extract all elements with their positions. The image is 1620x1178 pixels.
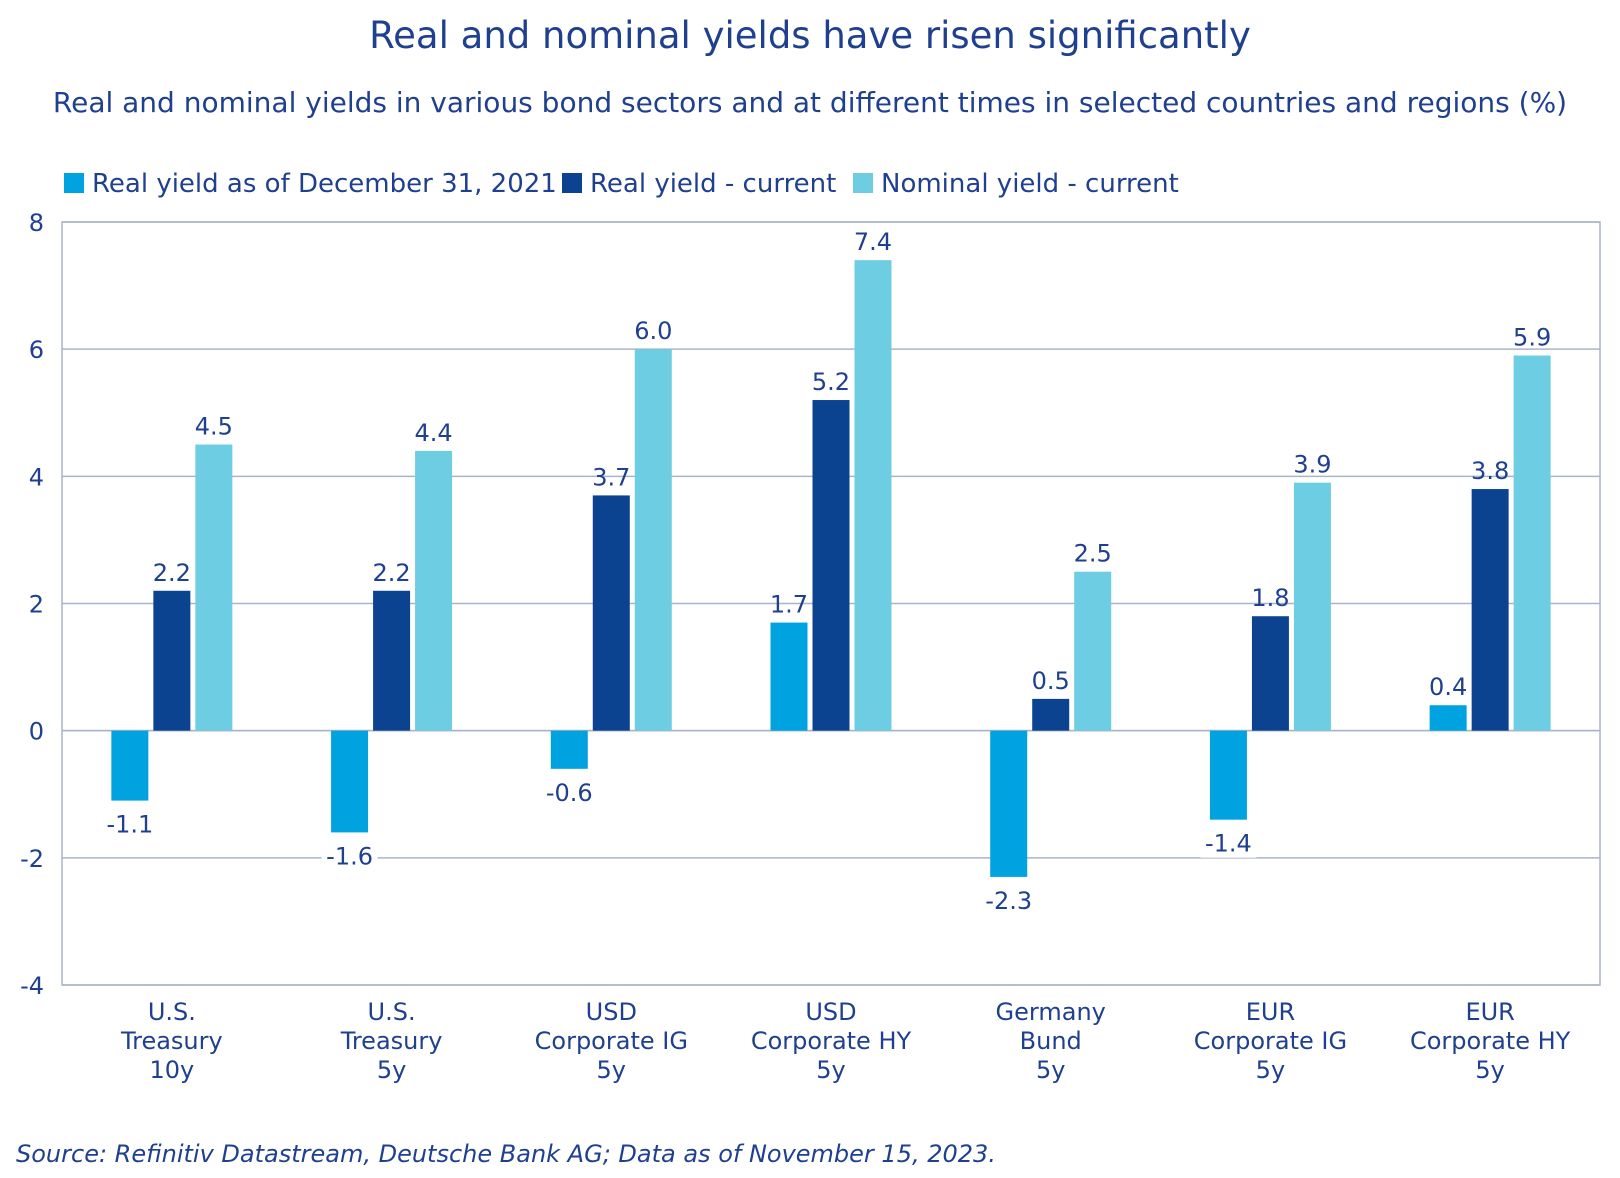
data-label: 0.4 (1429, 673, 1467, 701)
data-label: -1.1 (106, 811, 153, 839)
data-label: -1.6 (326, 842, 373, 870)
bar-chart: Real yield as of December 31, 2021 Real y… (20, 169, 1601, 1084)
chart-subtitle: Real and nominal yields in various bond … (52, 86, 1568, 119)
bar (1074, 571, 1112, 731)
y-tick-label: -4 (20, 972, 44, 1000)
data-label: 5.2 (812, 368, 850, 396)
bar (195, 444, 233, 731)
data-label: 6.0 (634, 317, 672, 345)
y-axis: 8 6 4 2 0 -2 -4 (20, 209, 44, 1000)
x-axis: U.S. Treasury 10y U.S. Treasury 5y USD Corporat… (120, 998, 1571, 1084)
legend-label: Real yield as of December 31, 2021 (92, 169, 557, 199)
chart-title: Real and nominal yields have risen signi… (369, 14, 1251, 57)
legend-label: Nominal yield - current (881, 169, 1179, 199)
legend-swatch (562, 173, 582, 193)
bar (634, 349, 672, 731)
data-label: 2.2 (153, 559, 191, 587)
bar (770, 622, 808, 731)
data-label: 7.4 (854, 228, 892, 256)
plot-area-frame (61, 221, 1601, 986)
data-label: 4.4 (414, 419, 452, 447)
bar (1293, 482, 1331, 731)
source-note: Source: Refinitiv Datastream, Deutsche B… (16, 1140, 996, 1168)
data-label: 0.5 (1032, 667, 1070, 695)
y-tick-label: 0 (29, 718, 44, 746)
x-tick-label: EUR Corporate IG 5y (1194, 998, 1347, 1084)
data-label: 3.9 (1293, 451, 1331, 479)
bar (331, 730, 369, 833)
bar (373, 590, 411, 731)
y-tick-label: 8 (29, 209, 44, 237)
y-tick-label: 6 (29, 336, 44, 364)
data-label-bg (980, 884, 1037, 915)
data-label: 1.7 (770, 591, 808, 619)
data-label: 4.5 (195, 413, 233, 441)
data-label: 3.7 (592, 463, 630, 491)
legend: Real yield as of December 31, 2021 Real y… (64, 169, 1179, 199)
bar (111, 730, 149, 801)
data-label: -2.3 (985, 887, 1032, 915)
data-label-bg (1200, 827, 1257, 858)
bar (990, 730, 1028, 877)
data-label: 3.8 (1471, 457, 1509, 485)
data-labels: -1.1 2.2 4.5 -1.6 2.2 4.4 -0.6 3.7 6.0 1.7 5.2 7.4 -… (101, 228, 1551, 915)
legend-swatch (64, 173, 84, 193)
legend-swatch (853, 173, 873, 193)
bar (153, 590, 191, 731)
y-tick-label: -2 (20, 845, 44, 873)
bar (1513, 355, 1551, 731)
bar (854, 260, 892, 731)
bar (415, 450, 453, 731)
bar (1429, 705, 1467, 731)
data-label-bg (101, 808, 158, 839)
data-label: 1.8 (1251, 584, 1289, 612)
data-label-bg (321, 840, 378, 871)
bar (550, 730, 588, 769)
data-label: -1.4 (1205, 830, 1252, 858)
bar (1032, 698, 1070, 731)
y-tick-label: 2 (29, 591, 44, 619)
bar (1209, 730, 1247, 820)
bars (111, 260, 1551, 877)
x-tick-label: EUR Corporate HY 5y (1410, 998, 1571, 1084)
data-label: -0.6 (546, 779, 593, 807)
x-tick-label: Germany Bund 5y (996, 998, 1106, 1084)
x-tick-label: U.S. Treasury 5y (340, 998, 443, 1084)
bar (592, 495, 630, 731)
data-label: 2.5 (1074, 540, 1112, 568)
data-label: 5.9 (1513, 324, 1551, 352)
legend-label: Real yield - current (590, 169, 836, 199)
x-tick-label: USD Corporate IG 5y (535, 998, 688, 1084)
bar (1471, 489, 1509, 731)
data-label-bg (541, 776, 598, 807)
y-tick-label: 4 (29, 463, 44, 491)
data-label: 2.2 (372, 559, 410, 587)
x-tick-label: USD Corporate HY 5y (751, 998, 912, 1084)
bar (812, 400, 850, 731)
x-tick-label: U.S. Treasury 10y (120, 998, 223, 1084)
bar (1251, 616, 1289, 731)
